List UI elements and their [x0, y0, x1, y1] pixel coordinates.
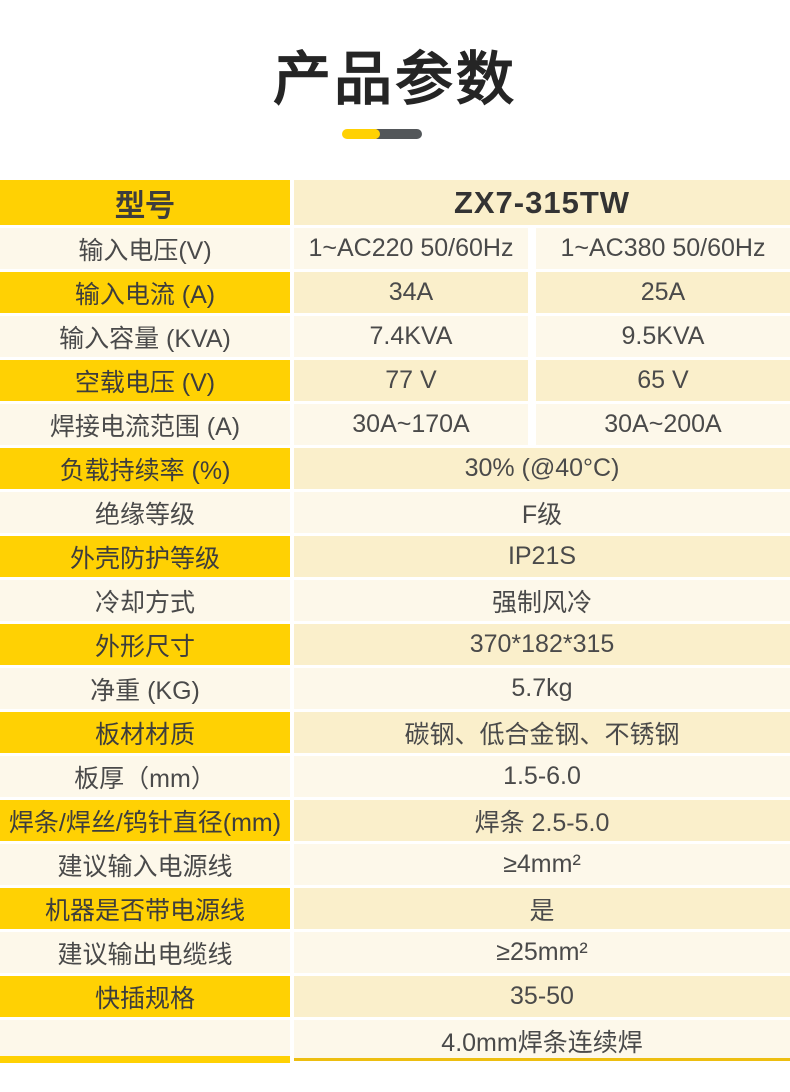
table-row: 空载电压 (V) 77 V 65 V	[0, 360, 790, 401]
row-value: 是	[294, 888, 790, 929]
table-row: 冷却方式 强制风冷	[0, 580, 790, 621]
row-value-1: 77 V	[294, 360, 528, 401]
row-label: 型号	[0, 180, 290, 225]
row-label: 冷却方式	[0, 580, 290, 621]
row-value: ZX7-315TW	[294, 180, 790, 225]
spec-table: 型号 ZX7-315TW 输入电压(V) 1~AC220 50/60Hz 1~AC380…	[0, 180, 790, 1064]
table-row: 快插规格 35-50	[0, 976, 790, 1017]
column-divider	[528, 404, 536, 445]
table-bottom-edge	[0, 1056, 790, 1063]
row-value: 30% (@40°C)	[294, 448, 790, 489]
bottom-edge-yellow-left	[0, 1056, 290, 1063]
row-label: 输入容量 (KVA)	[0, 316, 290, 357]
row-value: 5.7kg	[294, 668, 790, 709]
row-value: ≥4mm²	[294, 844, 790, 885]
underline-yellow-segment	[342, 129, 380, 139]
column-divider	[528, 360, 536, 401]
table-row: 板材材质 碳钢、低合金钢、不锈钢	[0, 712, 790, 753]
row-label	[0, 1020, 290, 1061]
row-value: 4.0mm焊条连续焊	[294, 1020, 790, 1061]
table-row: 机器是否带电源线是	[0, 888, 790, 929]
table-row: 板厚（mm） 1.5-6.0	[0, 756, 790, 797]
table-row: 建议输入电源线 ≥4mm²	[0, 844, 790, 885]
row-label: 快插规格	[0, 976, 290, 1017]
table-row: 绝缘等级 F级	[0, 492, 790, 533]
table-row: 4.0mm焊条连续焊	[0, 1020, 790, 1061]
column-divider	[528, 272, 536, 313]
table-row: 焊接电流范围 (A) 30A~170A 30A~200A	[0, 404, 790, 445]
page-title: 产品参数	[272, 47, 517, 112]
row-label: 板厚（mm）	[0, 756, 290, 797]
row-value-2: 9.5KVA	[536, 316, 790, 357]
title-underline	[0, 129, 790, 139]
table-row: 建议输出电缆线 ≥25mm²	[0, 932, 790, 973]
table-row: 输入容量 (KVA) 7.4KVA 9.5KVA	[0, 316, 790, 357]
column-divider	[528, 228, 536, 269]
row-value-1: 34A	[294, 272, 528, 313]
row-value-2: 25A	[536, 272, 790, 313]
table-row: 外形尺寸 370*182*315	[0, 624, 790, 665]
row-value: 焊条 2.5-5.0	[294, 800, 790, 841]
row-value-2: 30A~200A	[536, 404, 790, 445]
row-value: ≥25mm²	[294, 932, 790, 973]
row-value: 碳钢、低合金钢、不锈钢	[294, 712, 790, 753]
row-label: 板材材质	[0, 712, 290, 753]
row-label: 建议输出电缆线	[0, 932, 290, 973]
row-value: IP21S	[294, 536, 790, 577]
row-value: 35-50	[294, 976, 790, 1017]
table-row: 焊条/焊丝/钨针直径(mm) 焊条 2.5-5.0	[0, 800, 790, 841]
row-value-1: 7.4KVA	[294, 316, 528, 357]
table-row: 型号 ZX7-315TW	[0, 180, 790, 225]
row-label: 外壳防护等级	[0, 536, 290, 577]
table-row: 净重 (KG) 5.7kg	[0, 668, 790, 709]
table-row: 输入电压(V) 1~AC220 50/60Hz 1~AC380 50/60Hz	[0, 228, 790, 269]
row-value-2: 1~AC380 50/60Hz	[536, 228, 790, 269]
row-value: 1.5-6.0	[294, 756, 790, 797]
table-row: 输入电流 (A) 34A 25A	[0, 272, 790, 313]
row-value: 370*182*315	[294, 624, 790, 665]
row-value-2: 65 V	[536, 360, 790, 401]
row-label: 建议输入电源线	[0, 844, 290, 885]
underline-dark-segment	[372, 129, 422, 139]
row-label: 焊条/焊丝/钨针直径(mm)	[0, 800, 290, 841]
table-row: 负载持续率 (%) 30% (@40°C)	[0, 448, 790, 489]
table-row: 外壳防护等级 IP21S	[0, 536, 790, 577]
row-label: 输入电流 (A)	[0, 272, 290, 313]
row-label: 净重 (KG)	[0, 668, 290, 709]
row-label: 外形尺寸	[0, 624, 290, 665]
row-value-1: 30A~170A	[294, 404, 528, 445]
row-label: 输入电压(V)	[0, 228, 290, 269]
column-divider	[528, 316, 536, 357]
row-value-1: 1~AC220 50/60Hz	[294, 228, 528, 269]
row-label: 绝缘等级	[0, 492, 290, 533]
row-label: 机器是否带电源线	[0, 888, 290, 929]
row-value: 强制风冷	[294, 580, 790, 621]
row-label: 焊接电流范围 (A)	[0, 404, 290, 445]
bottom-edge-yellow-right	[294, 1058, 790, 1061]
row-value: F级	[294, 492, 790, 533]
row-label: 空载电压 (V)	[0, 360, 290, 401]
row-label: 负载持续率 (%)	[0, 448, 290, 489]
